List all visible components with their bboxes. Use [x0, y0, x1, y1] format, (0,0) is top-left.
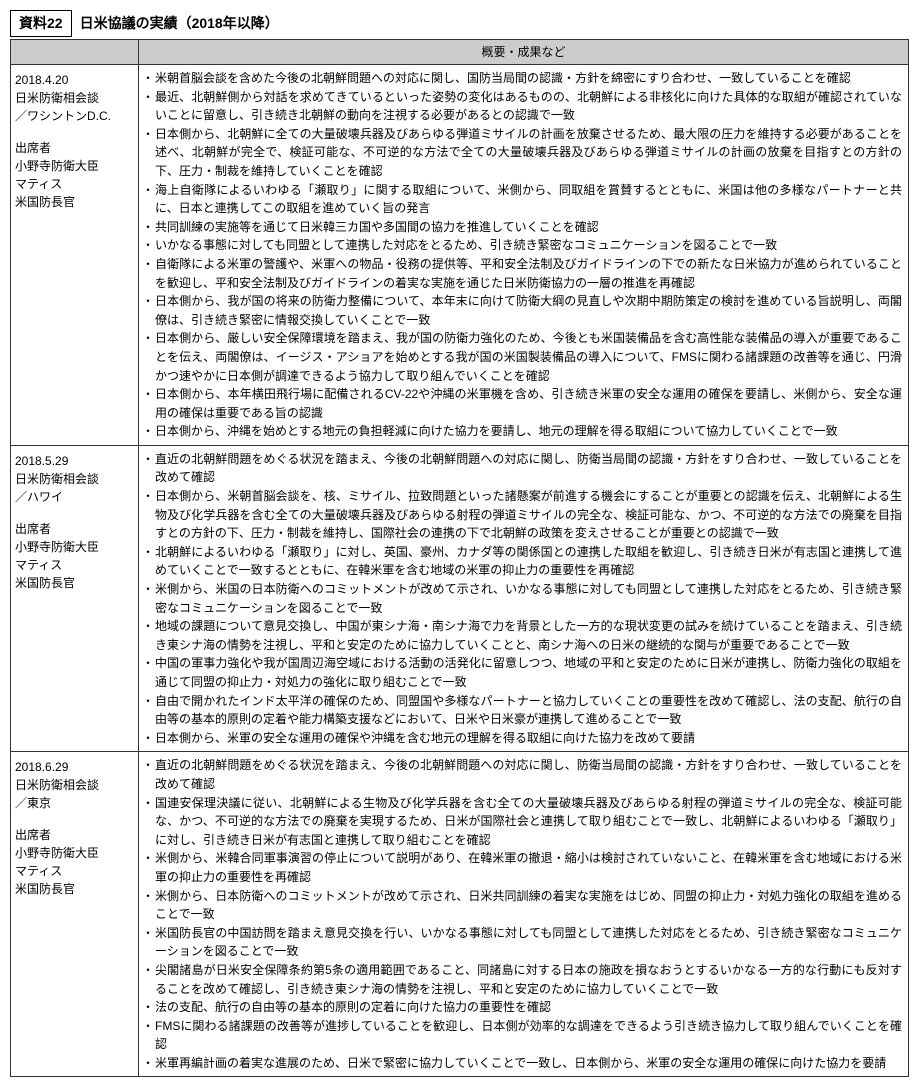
bullet-item: 法の支配、航行の自由等の基本的原則の定着に向けた協力の重要性を確認 — [141, 998, 902, 1017]
bullet-item: 日本側から、本年横田飛行場に配備されるCV-22や沖縄の米軍機を含め、引き続き米… — [141, 385, 902, 422]
bullet-item: 日本側から、米軍の安全な運用の確保や沖縄を含む地元の理解を得る取組に向けた協力を… — [141, 729, 902, 748]
bullet-list: 直近の北朝鮮問題をめぐる状況を踏まえ、今後の北朝鮮問題への対応に関し、防衛当局間… — [141, 756, 902, 1072]
bullet-item: FMSに関わる諸課題の改善等が進捗していることを歓迎し、日本側が効率的な調達をで… — [141, 1017, 902, 1054]
bullet-item: 米朝首脳会談を含めた今後の北朝鮮問題への対応に関し、国防当局間の認識・方針を綿密… — [141, 69, 902, 88]
bullet-item: 直近の北朝鮮問題をめぐる状況を踏まえ、今後の北朝鮮問題への対応に関し、防衛当局間… — [141, 756, 902, 793]
meta-attendee1: 小野寺防衛大臣 — [15, 157, 134, 175]
bullet-item: 直近の北朝鮮問題をめぐる状況を踏まえ、今後の北朝鮮問題への対応に関し、防衛当局間… — [141, 450, 902, 487]
meta-attendee1: 小野寺防衛大臣 — [15, 844, 134, 862]
bullet-item: 共同訓練の実施等を通じて日米韓三カ国や多国間の協力を推進していくことを確認 — [141, 218, 902, 237]
content-cell: 直近の北朝鮮問題をめぐる状況を踏まえ、今後の北朝鮮問題への対応に関し、防衛当局間… — [139, 752, 909, 1077]
bullet-item: 最近、北朝鮮側から対話を求めてきているといった姿勢の変化はあるものの、北朝鮮によ… — [141, 88, 902, 125]
bullet-list: 米朝首脳会談を含めた今後の北朝鮮問題への対応に関し、国防当局間の認識・方針を綿密… — [141, 69, 902, 441]
meta-location: ／ワシントンD.C. — [15, 107, 134, 125]
bullet-item: 自由で開かれたインド太平洋の確保のため、同盟国や多様なパートナーと協力していくこ… — [141, 692, 902, 729]
meta-attendee2: マティス — [15, 862, 134, 880]
meta-cell: 2018.4.20日米防衛相会談／ワシントンD.C. 出席者小野寺防衛大臣マティス… — [11, 65, 139, 446]
meta-date: 2018.6.29 — [15, 758, 134, 776]
document-title: 日米協議の実績（2018年以降） — [80, 13, 279, 34]
meta-event: 日米防衛相会談 — [15, 89, 134, 107]
meta-location: ／ハワイ — [15, 488, 134, 506]
bullet-item: 米側から、米国の日本防衛へのコミットメントが改めて示され、いかなる事態に対しても… — [141, 580, 902, 617]
bullet-item: 米軍再編計画の着実な進展のため、日米で緊密に協力していくことで一致し、日本側から… — [141, 1054, 902, 1073]
bullet-item: 自衛隊による米軍の警護や、米軍への物品・役務の提供等、平和安全法制及びガイドライ… — [141, 255, 902, 292]
bullet-item: 海上自衛隊によるいわゆる「瀬取り」に関する取組について、米側から、同取組を賞賛す… — [141, 181, 902, 218]
table-row: 2018.4.20日米防衛相会談／ワシントンD.C. 出席者小野寺防衛大臣マティス… — [11, 65, 909, 446]
bullet-item: 日本側から、厳しい安全保障環境を踏まえ、我が国の防衛力強化のため、今後とも米国装… — [141, 329, 902, 385]
meta-attendees-label: 出席者 — [15, 520, 134, 538]
meta-date: 2018.4.20 — [15, 71, 134, 89]
bullet-item: いかなる事態に対しても同盟として連携した対応をとるため、引き続き緊密なコミュニケ… — [141, 236, 902, 255]
document-header: 資料22 日米協議の実績（2018年以降） — [10, 10, 909, 37]
meta-event: 日米防衛相会談 — [15, 776, 134, 794]
table-row: 2018.6.29日米防衛相会談／東京出席者小野寺防衛大臣マティス米国防長官直近… — [11, 752, 909, 1077]
results-table: 概要・成果など 2018.4.20日米防衛相会談／ワシントンD.C.出席者小野寺… — [10, 39, 909, 1077]
meta-attendees-label: 出席者 — [15, 139, 134, 157]
meta-cell: 2018.5.29日米防衛相会談／ハワイ出席者小野寺防衛大臣マティス米国防長官 — [11, 445, 139, 752]
meta-date: 2018.5.29 — [15, 452, 134, 470]
meta-cell: 2018.6.29日米防衛相会談／東京出席者小野寺防衛大臣マティス米国防長官 — [11, 752, 139, 1077]
bullet-item: 米側から、日本防衛へのコミットメントが改めて示され、日米共同訓練の着実な実施をは… — [141, 887, 902, 924]
bullet-item: 日本側から、米朝首脳会談を、核、ミサイル、拉致問題といった諸懸案が前進する機会に… — [141, 487, 902, 543]
meta-attendee2: マティス — [15, 175, 134, 193]
document-label: 資料22 — [10, 10, 72, 37]
bullet-item: 日本側から、北朝鮮に全ての大量破壊兵器及びあらゆる弾道ミサイルの計画を放棄させる… — [141, 125, 902, 181]
meta-attendee2-title: 米国防長官 — [15, 880, 134, 898]
meta-attendee2-title: 米国防長官 — [15, 574, 134, 592]
header-content: 概要・成果など — [139, 40, 909, 65]
bullet-item: 地域の課題について意見交換し、中国が東シナ海・南シナ海で力を背景とした一方的な現… — [141, 617, 902, 654]
bullet-item: 米国防長官の中国訪問を踏まえ意見交換を行い、いかなる事態に対しても同盟として連携… — [141, 924, 902, 961]
bullet-item: 尖閣諸島が日米安全保障条約第5条の適用範囲であること、同諸島に対する日本の施政を… — [141, 961, 902, 998]
bullet-list: 直近の北朝鮮問題をめぐる状況を踏まえ、今後の北朝鮮問題への対応に関し、防衛当局間… — [141, 450, 902, 748]
meta-location: ／東京 — [15, 794, 134, 812]
meta-attendee1: 小野寺防衛大臣 — [15, 538, 134, 556]
bullet-item: 日本側から、沖縄を始めとする地元の負担軽減に向けた協力を要請し、地元の理解を得る… — [141, 422, 902, 441]
bullet-item: 中国の軍事力強化や我が国周辺海空域における活動の活発化に留意しつつ、地域の平和と… — [141, 654, 902, 691]
content-cell: 米朝首脳会談を含めた今後の北朝鮮問題への対応に関し、国防当局間の認識・方針を綿密… — [139, 65, 909, 446]
meta-attendee2-title: 米国防長官 — [15, 193, 134, 211]
bullet-item: 北朝鮮によるいわゆる「瀬取り」に対し、英国、豪州、カナダ等の関係国との連携した取… — [141, 543, 902, 580]
meta-attendee2: マティス — [15, 556, 134, 574]
content-cell: 直近の北朝鮮問題をめぐる状況を踏まえ、今後の北朝鮮問題への対応に関し、防衛当局間… — [139, 445, 909, 752]
meta-event: 日米防衛相会談 — [15, 470, 134, 488]
table-row: 2018.5.29日米防衛相会談／ハワイ出席者小野寺防衛大臣マティス米国防長官直… — [11, 445, 909, 752]
meta-attendees-label: 出席者 — [15, 826, 134, 844]
bullet-item: 米側から、米韓合同軍事演習の停止について説明があり、在韓米軍の撤退・縮小は検討さ… — [141, 849, 902, 886]
header-meta — [11, 40, 139, 65]
bullet-item: 日本側から、我が国の将来の防衛力整備について、本年末に向けて防衛大綱の見直しや次… — [141, 292, 902, 329]
bullet-item: 国連安保理決議に従い、北朝鮮による生物及び化学兵器を含む全ての大量破壊兵器及びあ… — [141, 794, 902, 850]
